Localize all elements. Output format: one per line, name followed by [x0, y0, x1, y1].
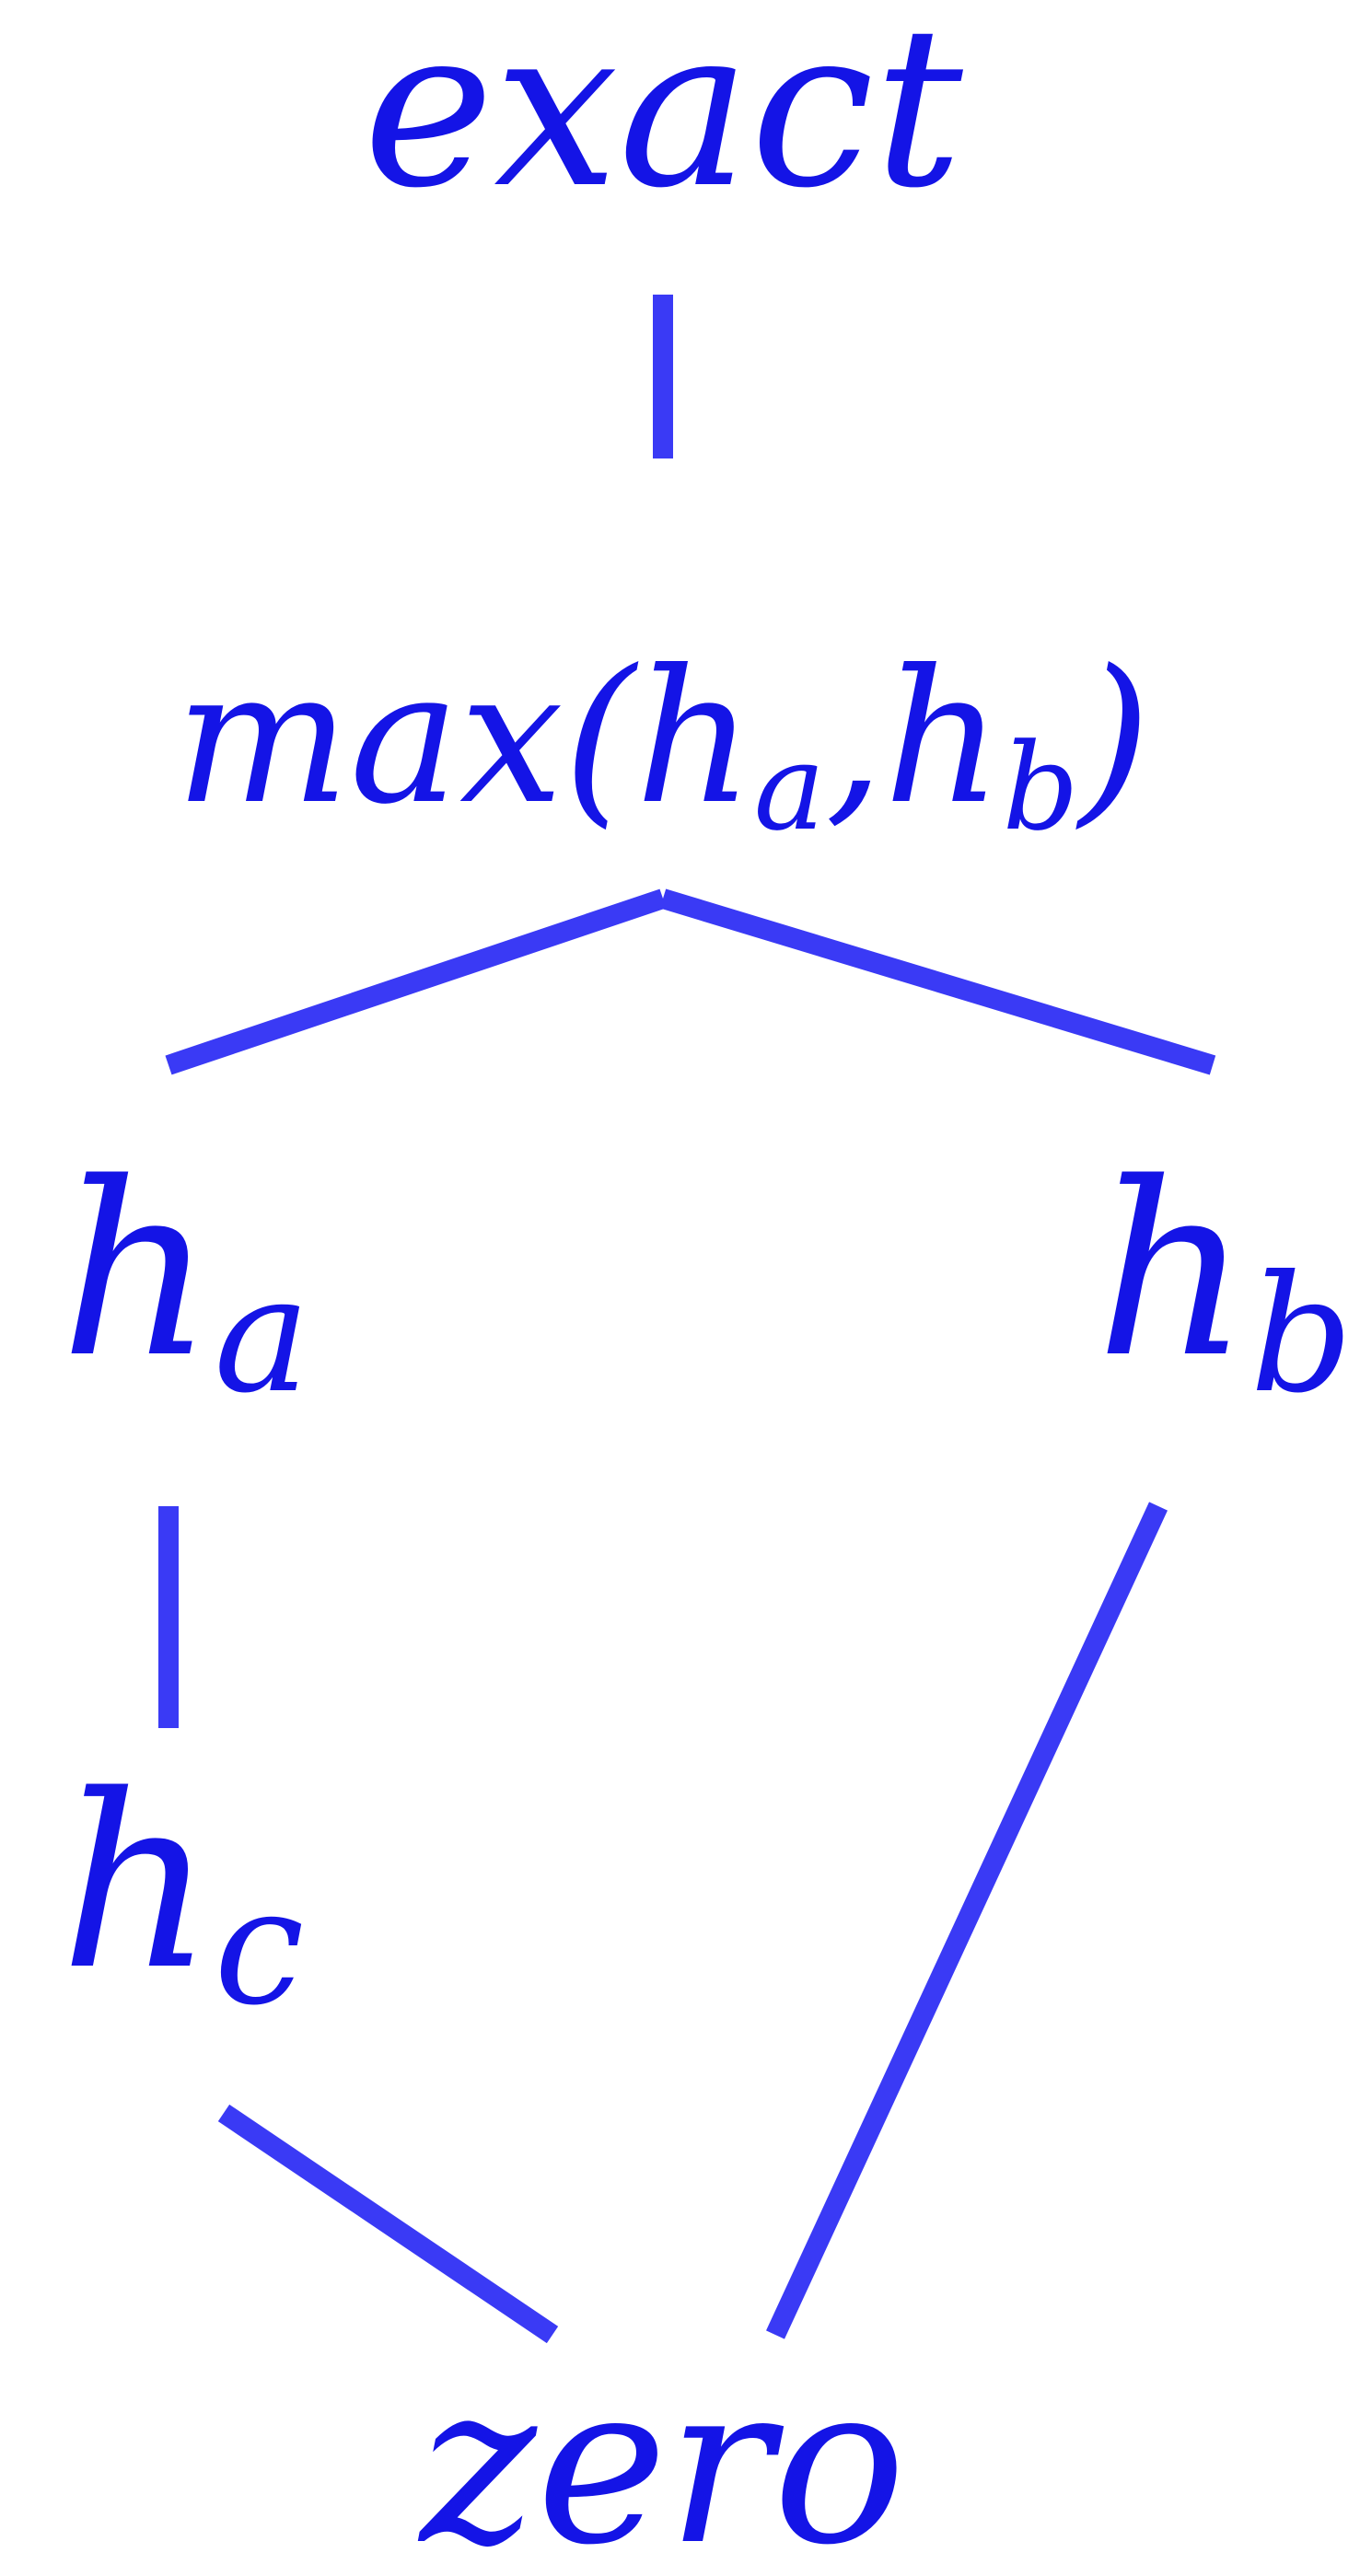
ha-sub: a	[214, 1242, 309, 1429]
edge-hc-zero	[217, 2104, 559, 2344]
edges	[158, 295, 1216, 2344]
max-suffix: )	[1075, 631, 1151, 845]
max-h2: h	[884, 631, 1003, 845]
hb-sub: b	[1250, 1242, 1353, 1429]
node-ha: ha	[60, 1132, 310, 1429]
max-sub1: a	[754, 717, 826, 857]
hb-base: h	[1096, 1132, 1250, 1410]
max-sub2: b	[1003, 717, 1079, 857]
node-max: max(ha,hb)	[175, 631, 1151, 857]
max-prefix: max(	[175, 631, 639, 845]
edge-hb-zero	[766, 1502, 1168, 2339]
max-h1: h	[635, 631, 754, 845]
node-hc: hc	[60, 1745, 304, 2041]
node-exact: exact	[363, 0, 963, 237]
hc-base: h	[60, 1745, 214, 2023]
edge-max-ha	[165, 888, 667, 1075]
node-hb: hb	[1096, 1132, 1353, 1429]
ha-base: h	[60, 1132, 214, 1410]
node-zero: zero	[417, 2336, 906, 2576]
edge-max-hb	[659, 888, 1216, 1075]
hc-sub: c	[214, 1854, 304, 2041]
max-comma: ,	[825, 631, 884, 845]
